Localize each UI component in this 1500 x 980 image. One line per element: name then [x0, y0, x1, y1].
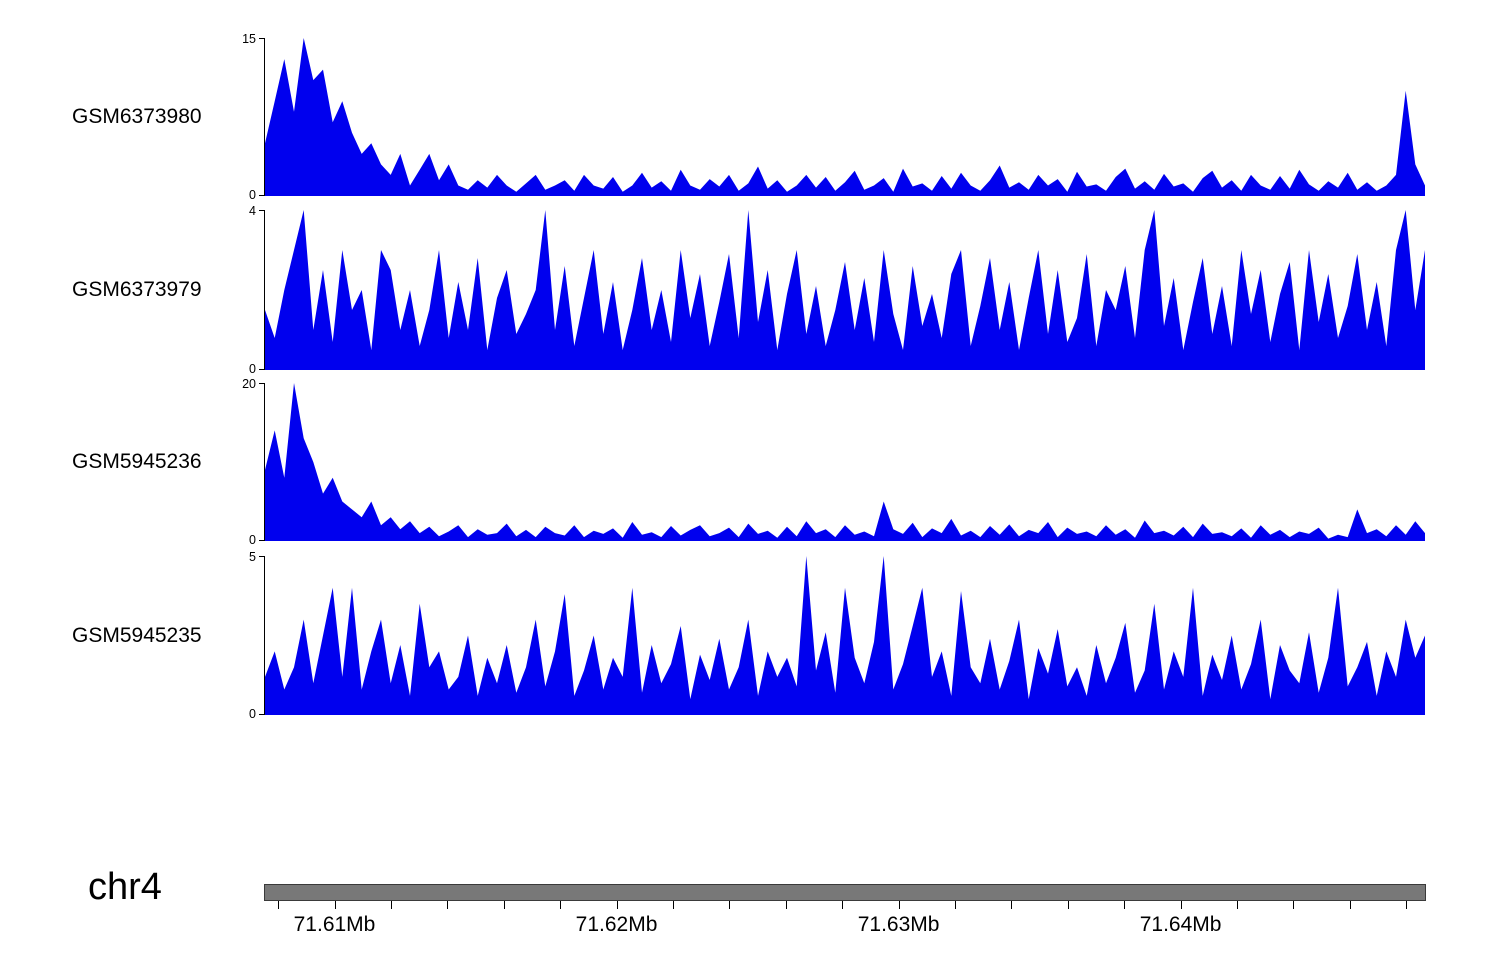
- axis-minor-tick: [842, 901, 844, 909]
- axis-tick-label: 71.62Mb: [575, 913, 658, 936]
- axis-minor-tick: [334, 901, 336, 909]
- axis-minor-tick: [1180, 901, 1182, 909]
- coverage-track-3: GSM5945236 20 0: [0, 378, 1500, 546]
- genome-axis-ticks: [264, 901, 1426, 910]
- axis-minor-tick: [560, 901, 562, 909]
- coverage-signal-plot: [265, 38, 1425, 196]
- track-label: GSM6373979: [72, 278, 202, 301]
- track-plot-area: 4 0: [249, 205, 1425, 375]
- axis-minor-tick: [1406, 901, 1408, 909]
- axis-minor-tick: [1011, 901, 1013, 909]
- axis-minor-tick: [1067, 901, 1069, 909]
- y-axis-zero-label: 0: [249, 361, 256, 376]
- axis-minor-tick: [390, 901, 392, 909]
- coverage-track-2: GSM6373979 4 0: [0, 205, 1500, 375]
- track-plot-area: 20 0: [242, 378, 1425, 546]
- coverage-signal-plot: [265, 383, 1425, 541]
- axis-minor-tick: [785, 901, 787, 909]
- track-label: GSM5945236: [72, 450, 202, 473]
- y-axis-max-label: 5: [249, 550, 256, 564]
- coverage-signal: [265, 383, 1425, 541]
- y-axis-max-label: 15: [242, 32, 256, 46]
- axis-minor-tick: [447, 901, 449, 909]
- axis-minor-tick: [898, 901, 900, 909]
- coverage-signal: [265, 210, 1425, 370]
- chromosome-ideogram-bar: [264, 884, 1426, 901]
- y-axis-zero-label: 0: [249, 706, 256, 721]
- axis-minor-tick: [1349, 901, 1351, 909]
- coverage-track-4: GSM5945235 5 0: [0, 551, 1500, 720]
- genome-axis-labels: 71.61Mb 71.62Mb 71.63Mb 71.64Mb: [264, 913, 1426, 941]
- coverage-track-1: GSM6373980 15 0: [0, 33, 1500, 201]
- axis-tick-label: 71.63Mb: [857, 913, 940, 936]
- track-plot-area: 15 0: [242, 33, 1425, 201]
- chromosome-label: chr4: [88, 866, 162, 908]
- track-label: GSM6373980: [72, 105, 202, 128]
- axis-minor-tick: [954, 901, 956, 909]
- axis-minor-tick: [1124, 901, 1126, 909]
- y-axis-zero-label: 0: [249, 187, 256, 202]
- y-axis-max-label: 4: [249, 204, 256, 218]
- coverage-signal: [265, 556, 1425, 715]
- track-label: GSM5945235: [72, 623, 202, 647]
- track-plot-area: 5 0: [249, 551, 1425, 720]
- coverage-signal-plot: [265, 210, 1425, 370]
- axis-minor-tick: [1237, 901, 1239, 909]
- axis-minor-tick: [616, 901, 618, 909]
- coverage-signal-plot: [265, 556, 1425, 715]
- axis-minor-tick: [672, 901, 674, 909]
- axis-minor-tick: [503, 901, 505, 909]
- axis-minor-tick: [729, 901, 731, 909]
- axis-minor-tick: [1293, 901, 1295, 909]
- axis-tick-label: 71.61Mb: [293, 913, 376, 936]
- coverage-signal: [265, 38, 1425, 196]
- axis-tick-label: 71.64Mb: [1139, 913, 1222, 936]
- y-axis-max-label: 20: [242, 377, 256, 391]
- axis-minor-tick: [278, 901, 280, 909]
- y-axis-zero-label: 0: [249, 532, 256, 547]
